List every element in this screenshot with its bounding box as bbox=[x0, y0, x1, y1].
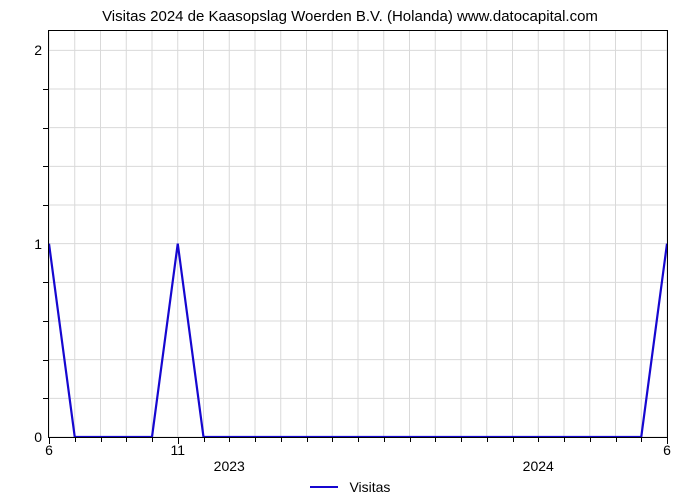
x-tick-mark bbox=[178, 438, 179, 444]
y-tick-label: 1 bbox=[34, 236, 42, 252]
x-tick-mark bbox=[616, 438, 617, 442]
x-tick-mark bbox=[49, 438, 50, 444]
plot-area bbox=[48, 30, 668, 438]
x-tick-mark bbox=[332, 438, 333, 442]
x-tick-mark bbox=[384, 438, 385, 442]
legend: Visitas bbox=[0, 478, 700, 495]
x-tick-label: 6 bbox=[663, 442, 671, 458]
x-year-label: 2024 bbox=[523, 458, 554, 474]
plot-svg bbox=[49, 31, 667, 437]
chart-title: Visitas 2024 de Kaasopslag Woerden B.V. … bbox=[0, 8, 700, 25]
y-minor-tick bbox=[43, 321, 48, 322]
x-tick-mark bbox=[307, 438, 308, 442]
x-tick-mark bbox=[101, 438, 102, 442]
y-tick-label: 0 bbox=[34, 429, 42, 445]
x-tick-mark bbox=[126, 438, 127, 442]
x-tick-mark bbox=[229, 438, 230, 442]
legend-swatch bbox=[310, 486, 338, 488]
x-tick-mark bbox=[487, 438, 488, 442]
x-tick-mark bbox=[667, 438, 668, 444]
x-tick-label: 11 bbox=[170, 442, 185, 458]
x-tick-label: 6 bbox=[45, 442, 53, 458]
y-tick-label: 2 bbox=[34, 42, 42, 58]
x-tick-mark bbox=[564, 438, 565, 442]
y-minor-tick bbox=[43, 360, 48, 361]
x-tick-mark bbox=[513, 438, 514, 442]
x-year-label: 2023 bbox=[214, 458, 245, 474]
legend-label: Visitas bbox=[349, 479, 390, 495]
x-tick-mark bbox=[410, 438, 411, 442]
x-tick-mark bbox=[281, 438, 282, 442]
x-tick-mark bbox=[435, 438, 436, 442]
y-minor-tick bbox=[43, 282, 48, 283]
x-tick-mark bbox=[461, 438, 462, 442]
x-tick-mark bbox=[641, 438, 642, 442]
x-tick-mark bbox=[358, 438, 359, 442]
x-tick-mark bbox=[152, 438, 153, 442]
y-minor-tick bbox=[43, 166, 48, 167]
y-minor-tick bbox=[43, 398, 48, 399]
x-tick-mark bbox=[538, 438, 539, 442]
x-tick-mark bbox=[75, 438, 76, 442]
x-tick-mark bbox=[255, 438, 256, 442]
x-tick-mark bbox=[590, 438, 591, 442]
x-tick-mark bbox=[204, 438, 205, 442]
y-minor-tick bbox=[43, 89, 48, 90]
y-minor-tick bbox=[43, 205, 48, 206]
y-minor-tick bbox=[43, 128, 48, 129]
